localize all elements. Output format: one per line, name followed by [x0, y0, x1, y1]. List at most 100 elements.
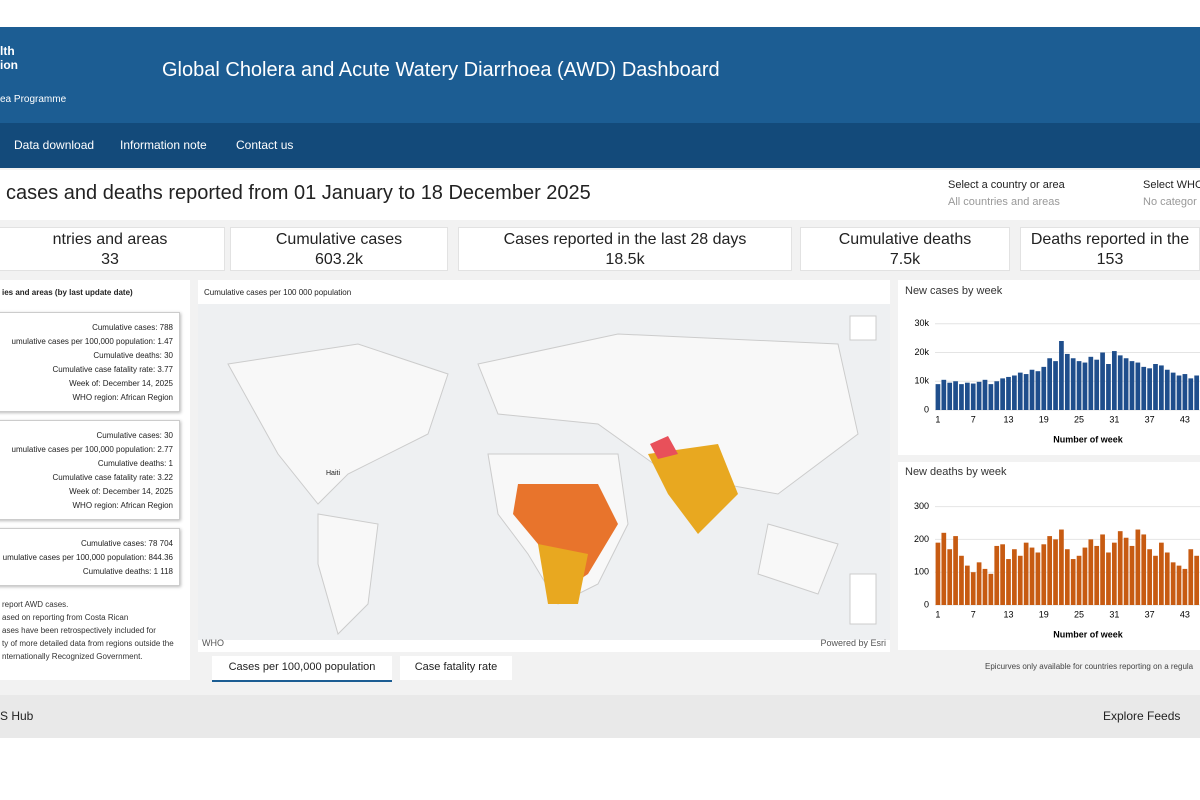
bar — [1041, 544, 1046, 605]
bar — [1047, 358, 1052, 410]
bar — [1188, 549, 1193, 605]
bar — [947, 549, 952, 605]
x-tick-label: 13 — [1003, 414, 1013, 424]
bar — [1124, 358, 1129, 410]
y-tick-label: 20k — [914, 347, 929, 357]
footer-text: S Hub — [0, 709, 33, 723]
bar — [959, 384, 964, 410]
bar — [1065, 354, 1070, 410]
bar — [1153, 364, 1158, 410]
x-tick-label: 37 — [1145, 609, 1155, 619]
bar — [1059, 530, 1064, 605]
bar — [1088, 357, 1093, 410]
bar — [994, 381, 999, 410]
bar — [941, 380, 946, 410]
bar — [1077, 556, 1082, 605]
bar — [1006, 377, 1011, 410]
bar — [1071, 358, 1076, 410]
bar — [977, 382, 982, 410]
bar — [977, 562, 982, 605]
bar — [1118, 355, 1123, 410]
footer: S Hub Explore Feeds — [0, 695, 1200, 738]
x-tick-label: 7 — [971, 609, 976, 619]
x-tick-label: 7 — [971, 414, 976, 424]
bar — [965, 383, 970, 410]
x-tick-label: 1 — [935, 414, 940, 424]
y-tick-label: 100 — [914, 567, 929, 577]
bar — [1141, 534, 1146, 605]
bar — [1036, 371, 1041, 410]
bar — [971, 572, 976, 605]
bar — [1165, 370, 1170, 410]
y-tick-label: 0 — [924, 599, 929, 609]
bar — [1024, 374, 1029, 410]
bar — [1112, 543, 1117, 605]
bar — [1106, 364, 1111, 410]
bar — [1065, 549, 1070, 605]
footer-link[interactable]: Explore Feeds — [1103, 709, 1180, 723]
bar — [1136, 530, 1141, 605]
bar — [965, 566, 970, 605]
bar — [1018, 373, 1023, 410]
bar — [1112, 351, 1117, 410]
x-tick-label: 25 — [1074, 414, 1084, 424]
bar — [1018, 556, 1023, 605]
x-tick-label: 19 — [1039, 609, 1049, 619]
chart-title: New cases by week — [905, 285, 1003, 297]
bar — [1194, 376, 1199, 411]
bar — [1177, 376, 1182, 411]
bar — [1188, 378, 1193, 410]
bar — [1071, 559, 1076, 605]
x-tick-label: 1 — [935, 609, 940, 619]
bar — [1183, 569, 1188, 605]
bar — [1106, 553, 1111, 606]
x-tick-label: 37 — [1145, 414, 1155, 424]
bar — [1000, 378, 1005, 410]
bar — [1165, 553, 1170, 606]
bar — [1130, 361, 1135, 410]
y-tick-label: 30k — [914, 318, 929, 328]
bar — [1118, 531, 1123, 605]
bar — [1041, 367, 1046, 410]
bar — [1100, 534, 1105, 605]
chart-title: New deaths by week — [905, 466, 1007, 478]
bar — [1177, 566, 1182, 605]
x-tick-label: 43 — [1180, 609, 1190, 619]
x-tick-label: 31 — [1109, 609, 1119, 619]
y-tick-label: 300 — [914, 501, 929, 511]
bar — [1153, 556, 1158, 605]
bar — [994, 546, 999, 605]
x-tick-label: 43 — [1180, 414, 1190, 424]
x-tick-label: 13 — [1003, 609, 1013, 619]
bar — [947, 383, 952, 410]
y-tick-label: 200 — [914, 534, 929, 544]
bar — [1136, 363, 1141, 410]
bar — [1088, 539, 1093, 605]
x-tick-label: 31 — [1109, 414, 1119, 424]
bar — [983, 569, 988, 605]
bar — [989, 574, 994, 605]
x-axis-label: Number of week — [1053, 434, 1124, 444]
bar — [1030, 370, 1035, 410]
bar — [953, 536, 958, 605]
bar — [1159, 543, 1164, 605]
bar — [1083, 363, 1088, 410]
bar — [1012, 376, 1017, 411]
y-tick-label: 0 — [924, 404, 929, 414]
bar — [1000, 544, 1005, 605]
bar — [1171, 562, 1176, 605]
bar — [1147, 368, 1152, 410]
bar — [1047, 536, 1052, 605]
bar — [959, 556, 964, 605]
bar — [1130, 546, 1135, 605]
x-axis-label: Number of week — [1053, 629, 1124, 639]
x-tick-label: 25 — [1074, 609, 1084, 619]
bar — [1053, 361, 1058, 410]
bar — [1124, 538, 1129, 605]
bar — [936, 384, 941, 410]
bar — [1036, 553, 1041, 606]
bar — [1030, 548, 1035, 605]
bar — [936, 543, 941, 605]
bar — [1094, 360, 1099, 410]
